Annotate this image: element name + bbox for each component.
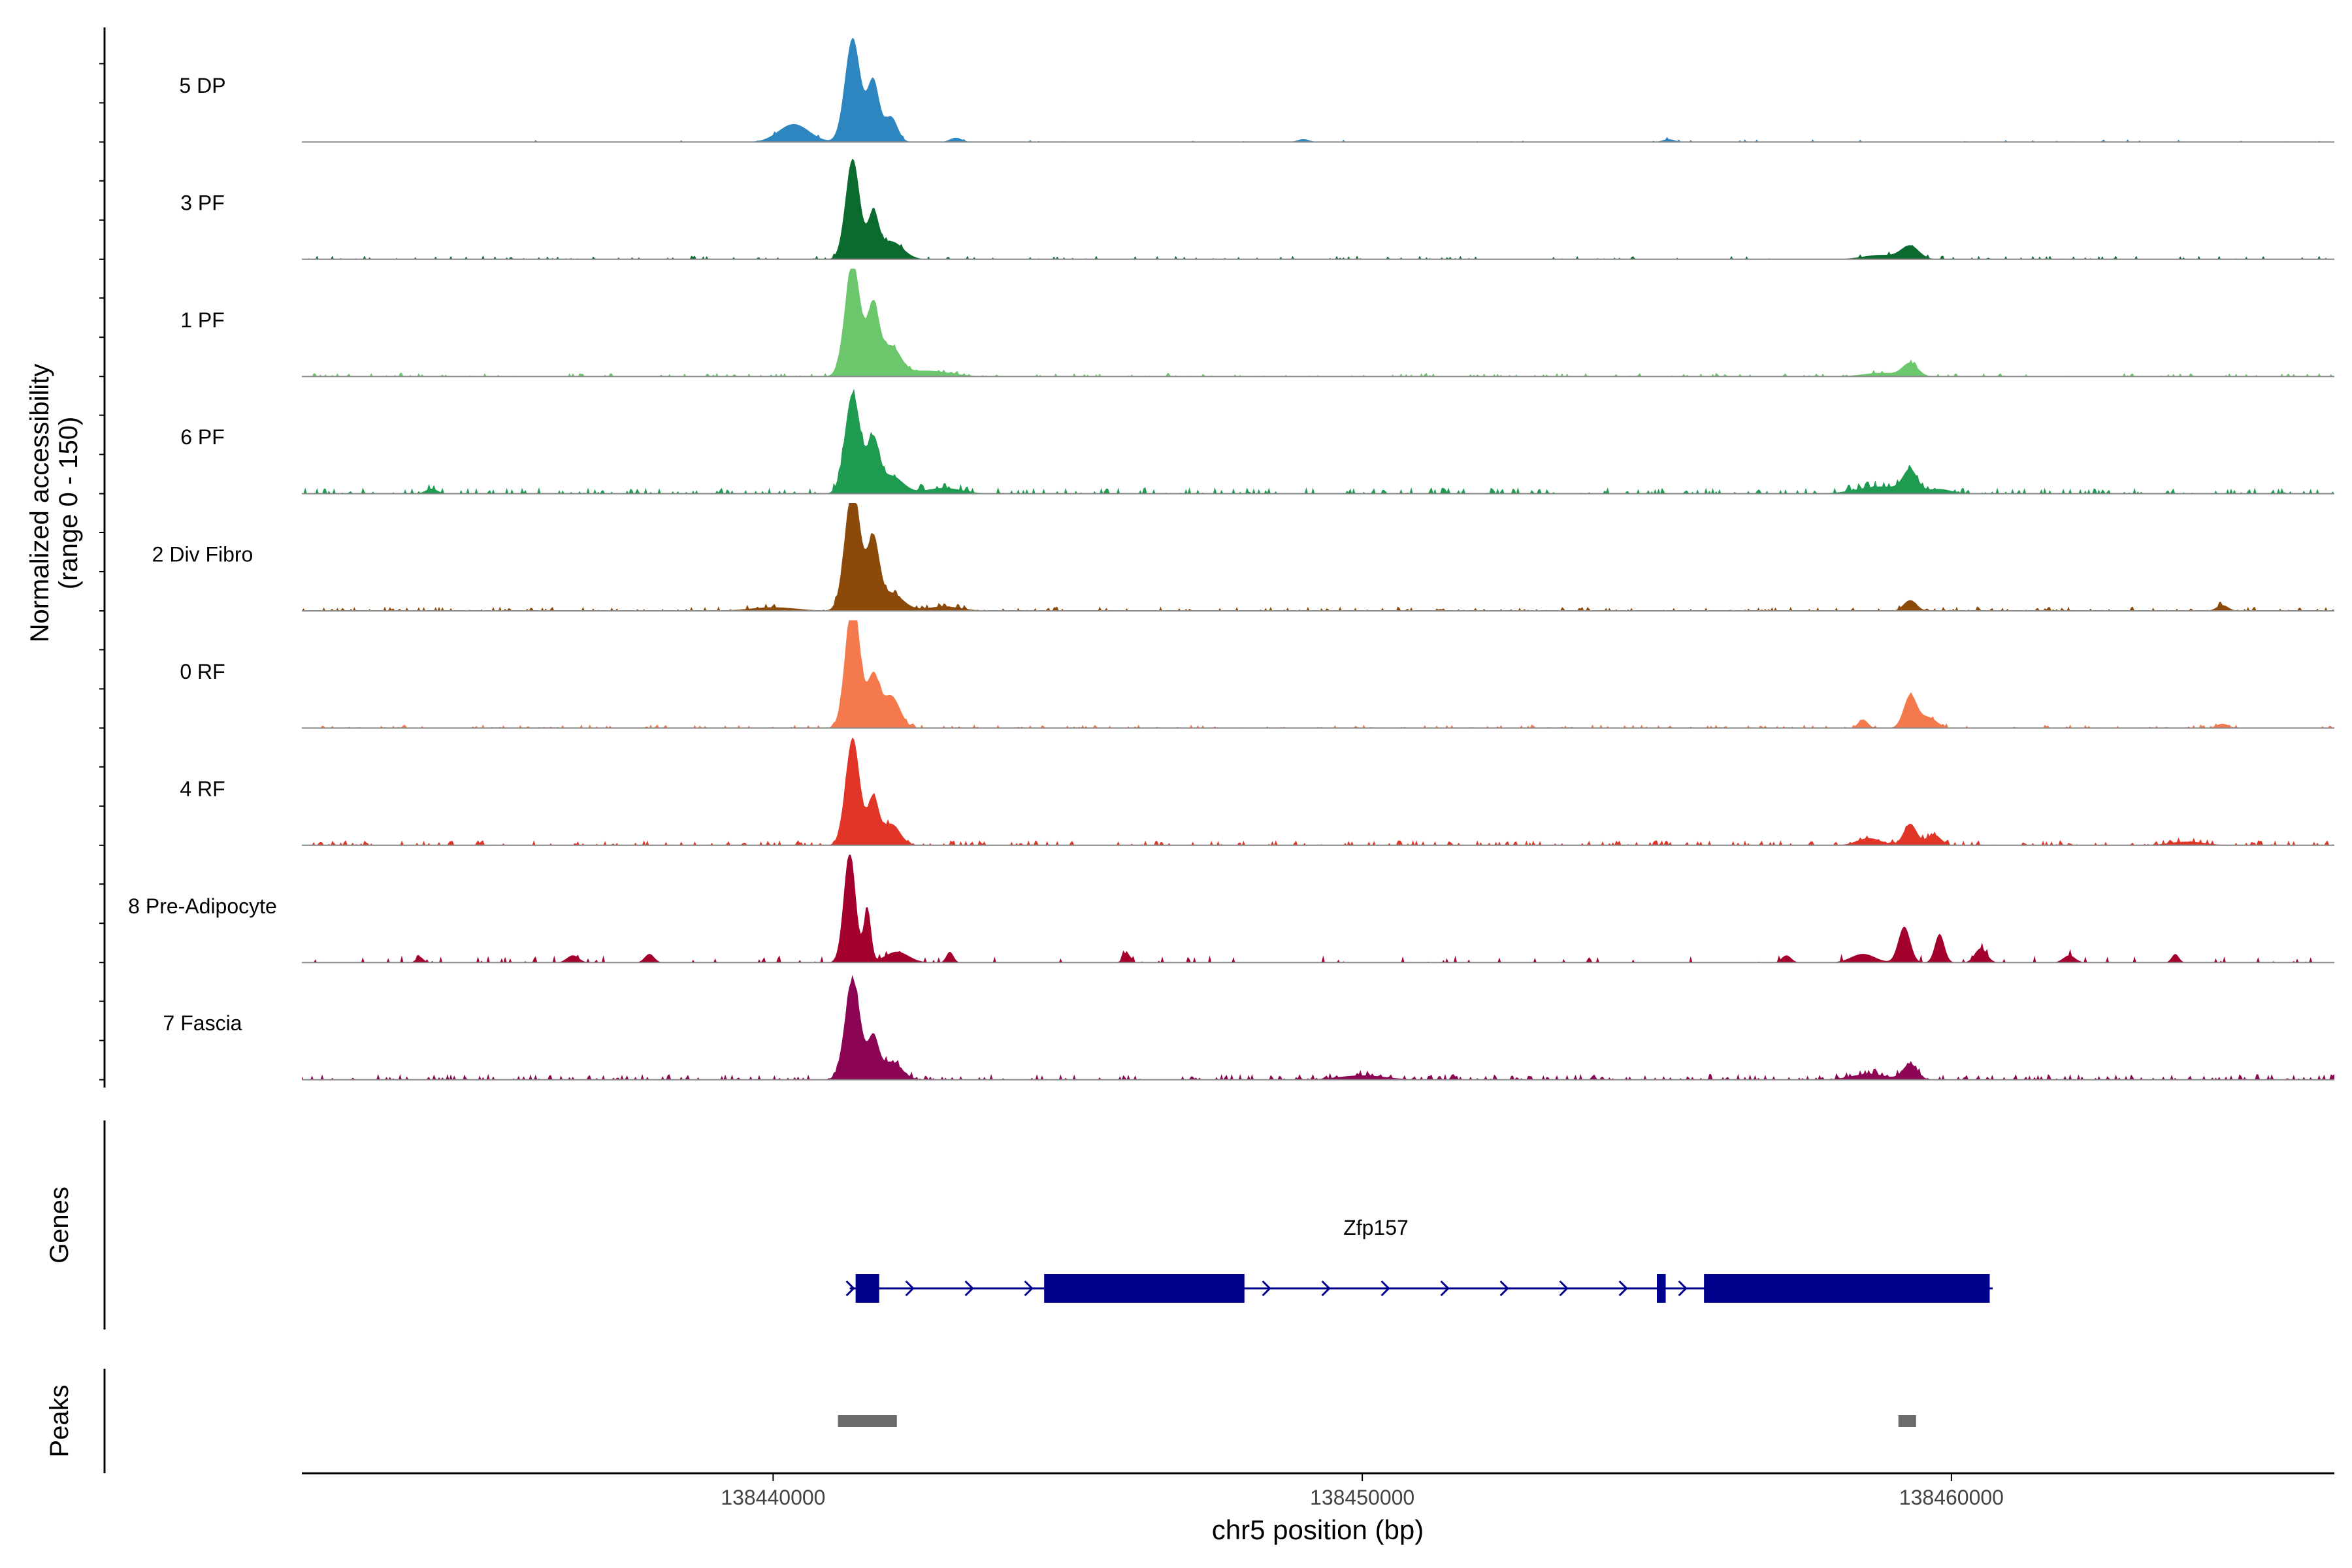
coverage-track: 3 PF xyxy=(180,158,2334,260)
track-label: 8 Pre-Adipocyte xyxy=(128,894,277,918)
track-label: 3 PF xyxy=(180,191,225,214)
track-label: 4 RF xyxy=(180,777,225,800)
gene-name-label: Zfp157 xyxy=(1343,1216,1409,1239)
gene-exon xyxy=(1657,1274,1666,1303)
genes-panel: Genes Zfp157 xyxy=(45,1120,1993,1330)
strand-arrow xyxy=(1262,1280,1271,1297)
strand-arrow xyxy=(905,1280,915,1297)
track-label: 7 Fascia xyxy=(163,1011,242,1035)
y-axis-label-line2: (range 0 - 150) xyxy=(54,417,83,590)
gene-exon xyxy=(1704,1274,1990,1303)
gene-model xyxy=(845,1274,1993,1303)
x-ticks: 138440000 138450000 138460000 xyxy=(721,1473,2004,1509)
x-axis-label: chr5 position (bp) xyxy=(1212,1514,1424,1545)
coverage-track: 8 Pre-Adipocyte xyxy=(128,855,2334,964)
y-axis-label-line1: Normalized accessibility xyxy=(25,364,54,643)
x-tick-label: 138460000 xyxy=(1899,1486,2004,1509)
genes-axis-label: Genes xyxy=(45,1186,74,1264)
peaks-panel: Peaks xyxy=(45,1369,1916,1473)
strand-arrow xyxy=(1678,1280,1688,1297)
gene-exon xyxy=(855,1274,879,1303)
peak-region xyxy=(1898,1415,1916,1427)
strand-arrow xyxy=(1618,1280,1628,1297)
strand-arrow xyxy=(845,1280,855,1297)
track-label: 2 Div Fibro xyxy=(152,543,253,566)
x-axis: 138440000 138450000 138460000 chr5 positio… xyxy=(302,1472,2334,1545)
gene-exon xyxy=(1044,1274,1245,1303)
x-tick-label: 138450000 xyxy=(1310,1486,1414,1509)
peak-regions xyxy=(838,1415,1916,1427)
strand-arrow xyxy=(1024,1280,1034,1297)
coverage-area xyxy=(302,738,2334,845)
coverage-area xyxy=(302,269,2334,377)
coverage-track: 7 Fascia xyxy=(163,975,2334,1081)
coverage-area xyxy=(302,37,2334,142)
coverage-area xyxy=(302,975,2334,1080)
coverage-area xyxy=(302,855,2334,963)
peak-region xyxy=(838,1415,897,1427)
coverage-area xyxy=(302,389,2334,494)
strand-arrow xyxy=(964,1280,974,1297)
coverage-track: 6 PF xyxy=(180,389,2334,495)
coverage-track: 5 DP xyxy=(179,37,2334,143)
track-label: 0 RF xyxy=(180,660,225,683)
coverage-area xyxy=(302,620,2334,728)
track-label: 5 DP xyxy=(179,74,225,97)
coverage-area xyxy=(302,158,2334,259)
strand-arrow xyxy=(1559,1280,1569,1297)
tracks-layer: 5 DP 3 PF 1 PF 6 PF 2 Div Fibro 0 RF 4 RF 8 Pre… xyxy=(99,27,2334,1088)
coverage-track: 0 RF xyxy=(180,620,2334,729)
coverage-track: 2 Div Fibro xyxy=(152,503,2334,612)
track-label: 1 PF xyxy=(180,308,225,332)
strand-arrow xyxy=(1380,1280,1390,1297)
strand-arrow xyxy=(1499,1280,1509,1297)
x-tick-label: 138440000 xyxy=(721,1486,825,1509)
coverage-area xyxy=(302,503,2334,611)
strand-arrow xyxy=(1440,1280,1450,1297)
track-label: 6 PF xyxy=(180,425,225,449)
peaks-axis-label: Peaks xyxy=(45,1384,74,1457)
coverage-track: 4 RF xyxy=(180,738,2334,846)
strand-arrow xyxy=(1321,1280,1331,1297)
coverage-track: 1 PF xyxy=(180,269,2334,378)
